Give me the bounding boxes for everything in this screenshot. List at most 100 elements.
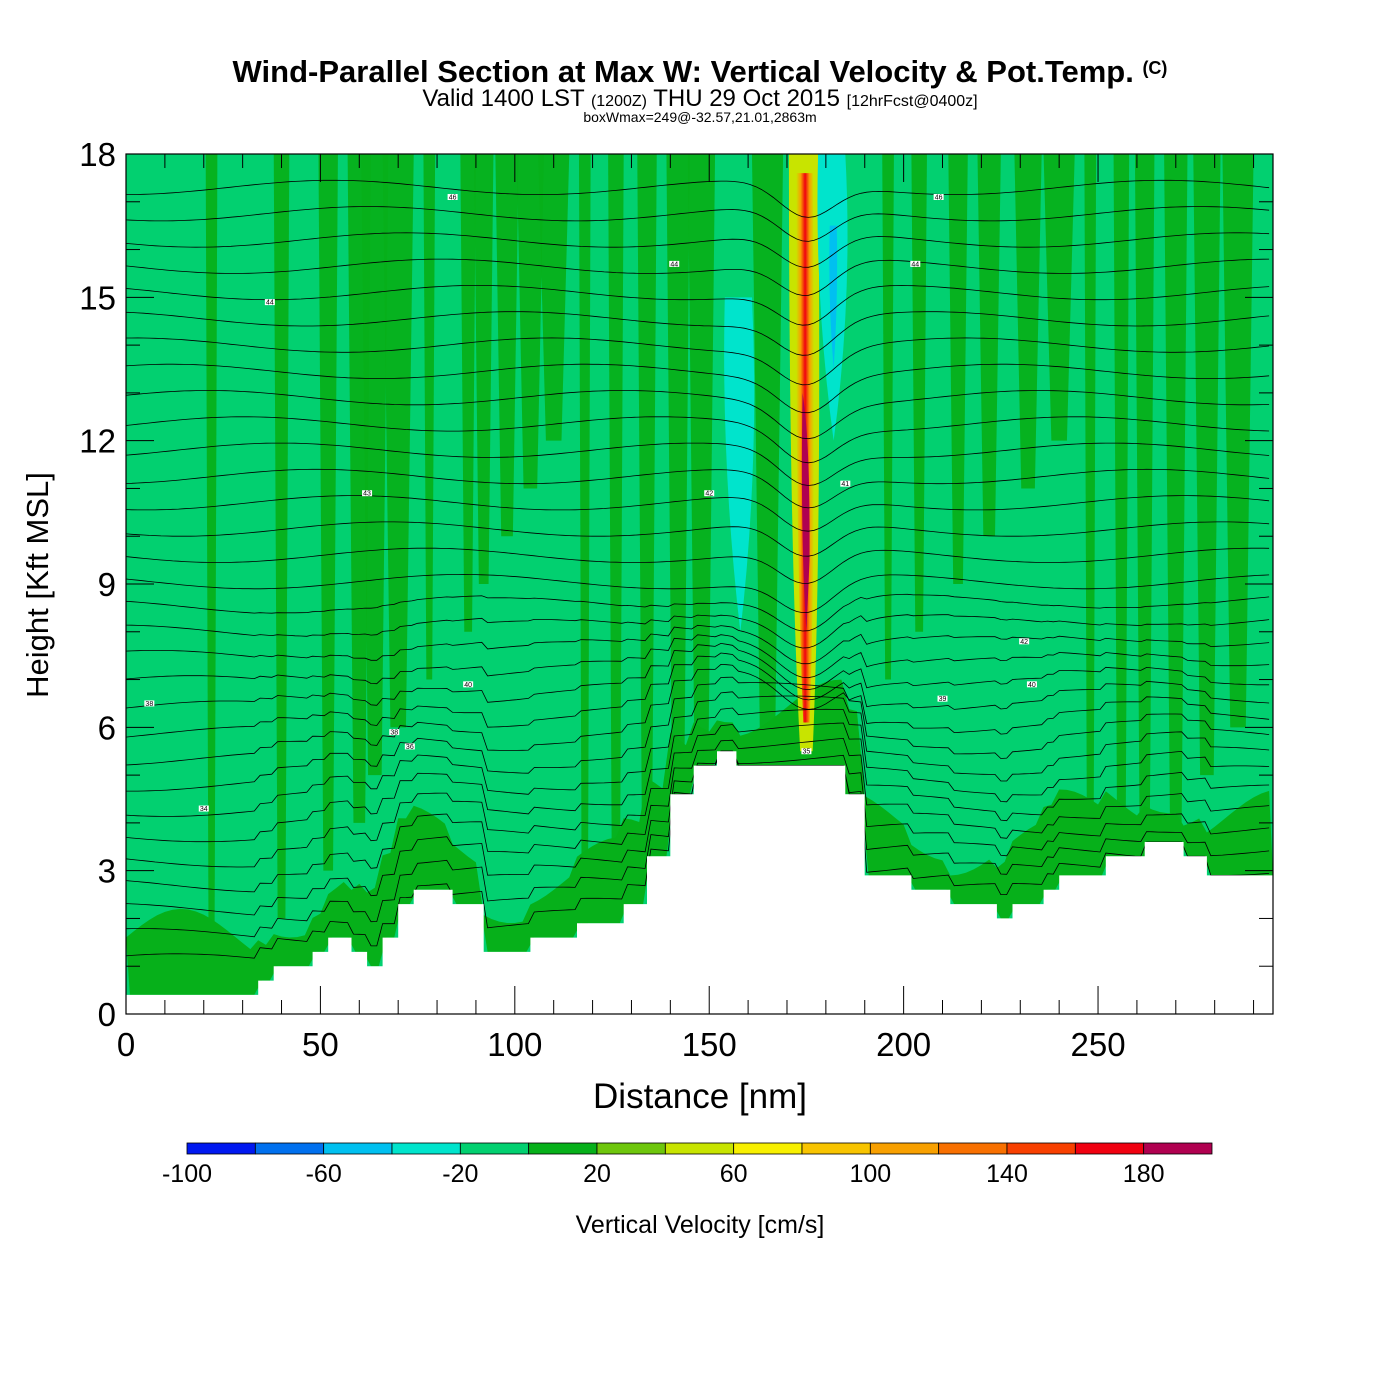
theta-label: 44 <box>266 300 274 307</box>
theta-contour <box>126 547 1270 584</box>
theta-label: 44 <box>911 261 919 268</box>
colorbar-tick-label: 180 <box>1123 1160 1165 1188</box>
theta-contour <box>126 363 1270 414</box>
theta-label: 34 <box>200 806 208 813</box>
theta-contour <box>126 737 1270 893</box>
theta-contour <box>126 468 1270 509</box>
colorbar-tick-label: 20 <box>583 1160 611 1188</box>
theta-contour <box>126 691 1270 817</box>
colorbar-tick-label: -20 <box>442 1160 478 1188</box>
theta-contour <box>126 232 1270 268</box>
box-info: boxWmax=249@-32.57,21.01,2863m <box>583 109 816 125</box>
w-streak <box>1113 154 1130 919</box>
theta-contour-labels: 46 44 44 44 46 43 42 41 42 40 40 39 38 38 36 35 34 <box>144 194 1037 813</box>
w-streak <box>495 154 519 537</box>
colorbar-swatch <box>1006 1142 1076 1155</box>
x-tick-label: 200 <box>876 1026 931 1063</box>
colorbar-swatch <box>459 1142 530 1155</box>
colorbar-tick-label: 140 <box>986 1160 1028 1188</box>
y-tick-label: 9 <box>98 566 116 603</box>
theta-contour <box>126 634 1270 685</box>
w-streak <box>361 154 389 776</box>
w-streak <box>1134 154 1155 871</box>
updraft-max <box>801 392 810 632</box>
theta-label: 41 <box>841 481 849 488</box>
w-streak <box>977 154 1001 537</box>
theta-contours <box>126 179 1270 959</box>
theta-contour <box>126 624 1270 665</box>
w-streak <box>578 154 591 967</box>
w-streak <box>382 154 414 728</box>
theta-label-bg <box>264 299 275 306</box>
x-axis-label: Distance [nm] <box>593 1077 807 1116</box>
y-tick-label: 0 <box>98 996 116 1033</box>
x-tick-label: 250 <box>1071 1026 1126 1063</box>
theta-label-bg <box>447 194 458 200</box>
w-streak <box>516 154 544 489</box>
downdraft-upper-core <box>829 225 838 369</box>
theta-label: 40 <box>1028 682 1036 689</box>
theta-contour <box>126 495 1270 532</box>
colorbar-swatch <box>1074 1142 1145 1155</box>
w-streak <box>948 154 968 584</box>
y-tick-label: 18 <box>79 136 116 173</box>
y-tick-label: 3 <box>98 853 116 890</box>
theta-contour <box>126 521 1270 557</box>
colorbar-swatch <box>801 1142 871 1155</box>
w-streak <box>473 154 494 584</box>
theta-label: 46 <box>449 195 457 202</box>
colorbar-swatch <box>186 1142 256 1155</box>
w-streak <box>637 154 657 871</box>
theta-label: 43 <box>363 491 371 498</box>
x-axis: 0 50 100 150 200 250 <box>117 154 1255 1063</box>
colorbar-swatch <box>323 1142 393 1155</box>
x-tick-label: 50 <box>302 1026 339 1063</box>
w-streak <box>751 154 784 728</box>
theta-label-bg <box>937 695 948 702</box>
title-copyright-mark: (C) <box>1142 58 1167 78</box>
theta-contour <box>126 206 1270 242</box>
colorbar-swatch <box>938 1142 1008 1155</box>
theta-label: 46 <box>935 195 943 202</box>
theta-label: 44 <box>670 261 678 268</box>
theta-contour <box>126 614 1270 649</box>
theta-label: 42 <box>705 491 713 498</box>
colorbar-swatch <box>664 1142 735 1155</box>
downdraft-lee-core <box>735 369 744 561</box>
colorbar-swatch <box>254 1142 325 1155</box>
theta-contour <box>126 722 1270 868</box>
w-streak <box>1084 154 1097 967</box>
w-streak <box>687 154 716 776</box>
colorbar-swatch <box>391 1142 461 1155</box>
y-tick-label: 12 <box>79 423 116 460</box>
theta-contour <box>126 179 1270 218</box>
theta-contour <box>126 284 1270 326</box>
w-streak <box>273 154 290 919</box>
w-features <box>724 154 848 752</box>
theta-contour <box>126 750 1270 916</box>
x-tick-label: 100 <box>487 1026 542 1063</box>
theta-contour <box>126 642 1270 709</box>
w-streak <box>318 154 338 871</box>
theta-contour <box>126 652 1270 738</box>
y-axis-label: Height [Kft MSL] <box>20 472 55 698</box>
theta-contour <box>126 593 1270 632</box>
w-streak <box>1014 154 1042 489</box>
theta-label: 38 <box>145 701 153 708</box>
y-tick-label: 6 <box>98 709 116 746</box>
boundary-layer-band <box>126 679 1273 995</box>
colorbar-label: Vertical Velocity [cm/s] <box>576 1211 825 1239</box>
theta-label: 40 <box>464 682 472 689</box>
y-tick-label: 15 <box>79 279 116 316</box>
w-streak <box>1164 154 1188 823</box>
theta-contour <box>126 676 1270 792</box>
colorbar-swatch <box>869 1142 940 1155</box>
colorbar: -100 -60 -20 20 60 100 140 180 <box>162 1142 1213 1188</box>
colorbar-swatch <box>733 1142 803 1155</box>
theta-label-bg <box>198 805 209 812</box>
theta-label-bg <box>910 260 921 267</box>
theta-label-bg <box>933 194 944 200</box>
theta-label-bg <box>362 490 373 497</box>
plot-area: 46 44 44 44 46 43 42 41 42 40 40 39 38 38 36 35 34 <box>126 154 1273 1014</box>
theta-label-bg <box>1019 638 1030 645</box>
